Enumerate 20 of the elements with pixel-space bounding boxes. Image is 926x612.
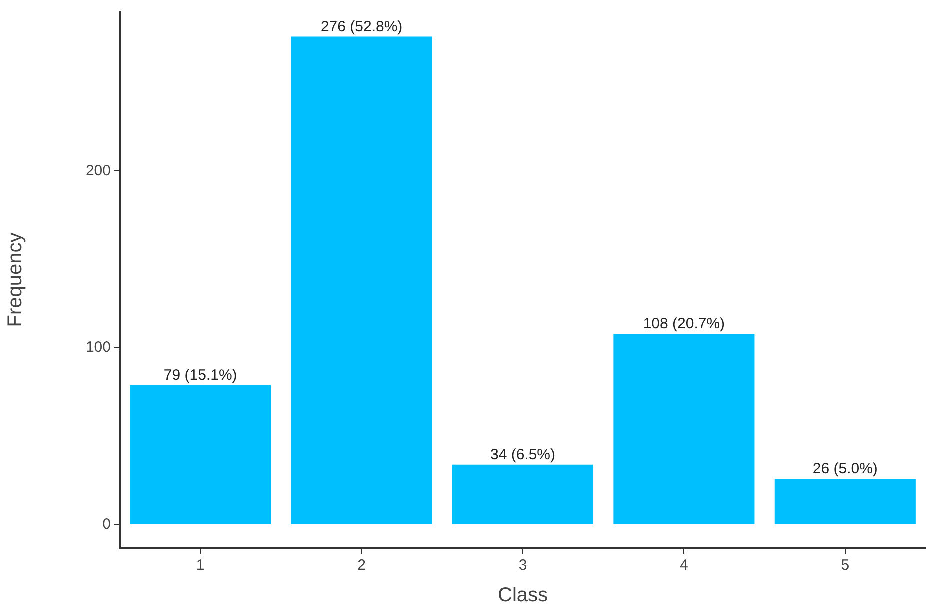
bar	[452, 464, 594, 525]
data-label: 79 (15.1%)	[164, 366, 238, 384]
data-label: 34 (6.5%)	[490, 446, 556, 464]
data-label: 108 (20.7%)	[643, 316, 726, 333]
bar	[774, 479, 916, 525]
x-tick-label: 1	[196, 557, 205, 574]
data-label: 26 (5.0%)	[812, 460, 878, 478]
x-tick-label: 2	[358, 557, 366, 574]
data-label: 276 (52.8%)	[320, 18, 403, 36]
y-tick-label: 0	[102, 516, 111, 534]
x-tick-label: 3	[518, 557, 528, 574]
x-axis-title: Class	[498, 584, 548, 607]
bar	[130, 385, 272, 525]
y-tick-label: 100	[86, 339, 111, 356]
x-tick-label: 5	[841, 557, 850, 574]
bar	[291, 36, 432, 525]
x-tick-label: 4	[680, 557, 688, 574]
bar	[614, 334, 755, 525]
y-tick-label: 200	[86, 162, 111, 180]
y-axis-title: Frequency	[4, 232, 27, 328]
